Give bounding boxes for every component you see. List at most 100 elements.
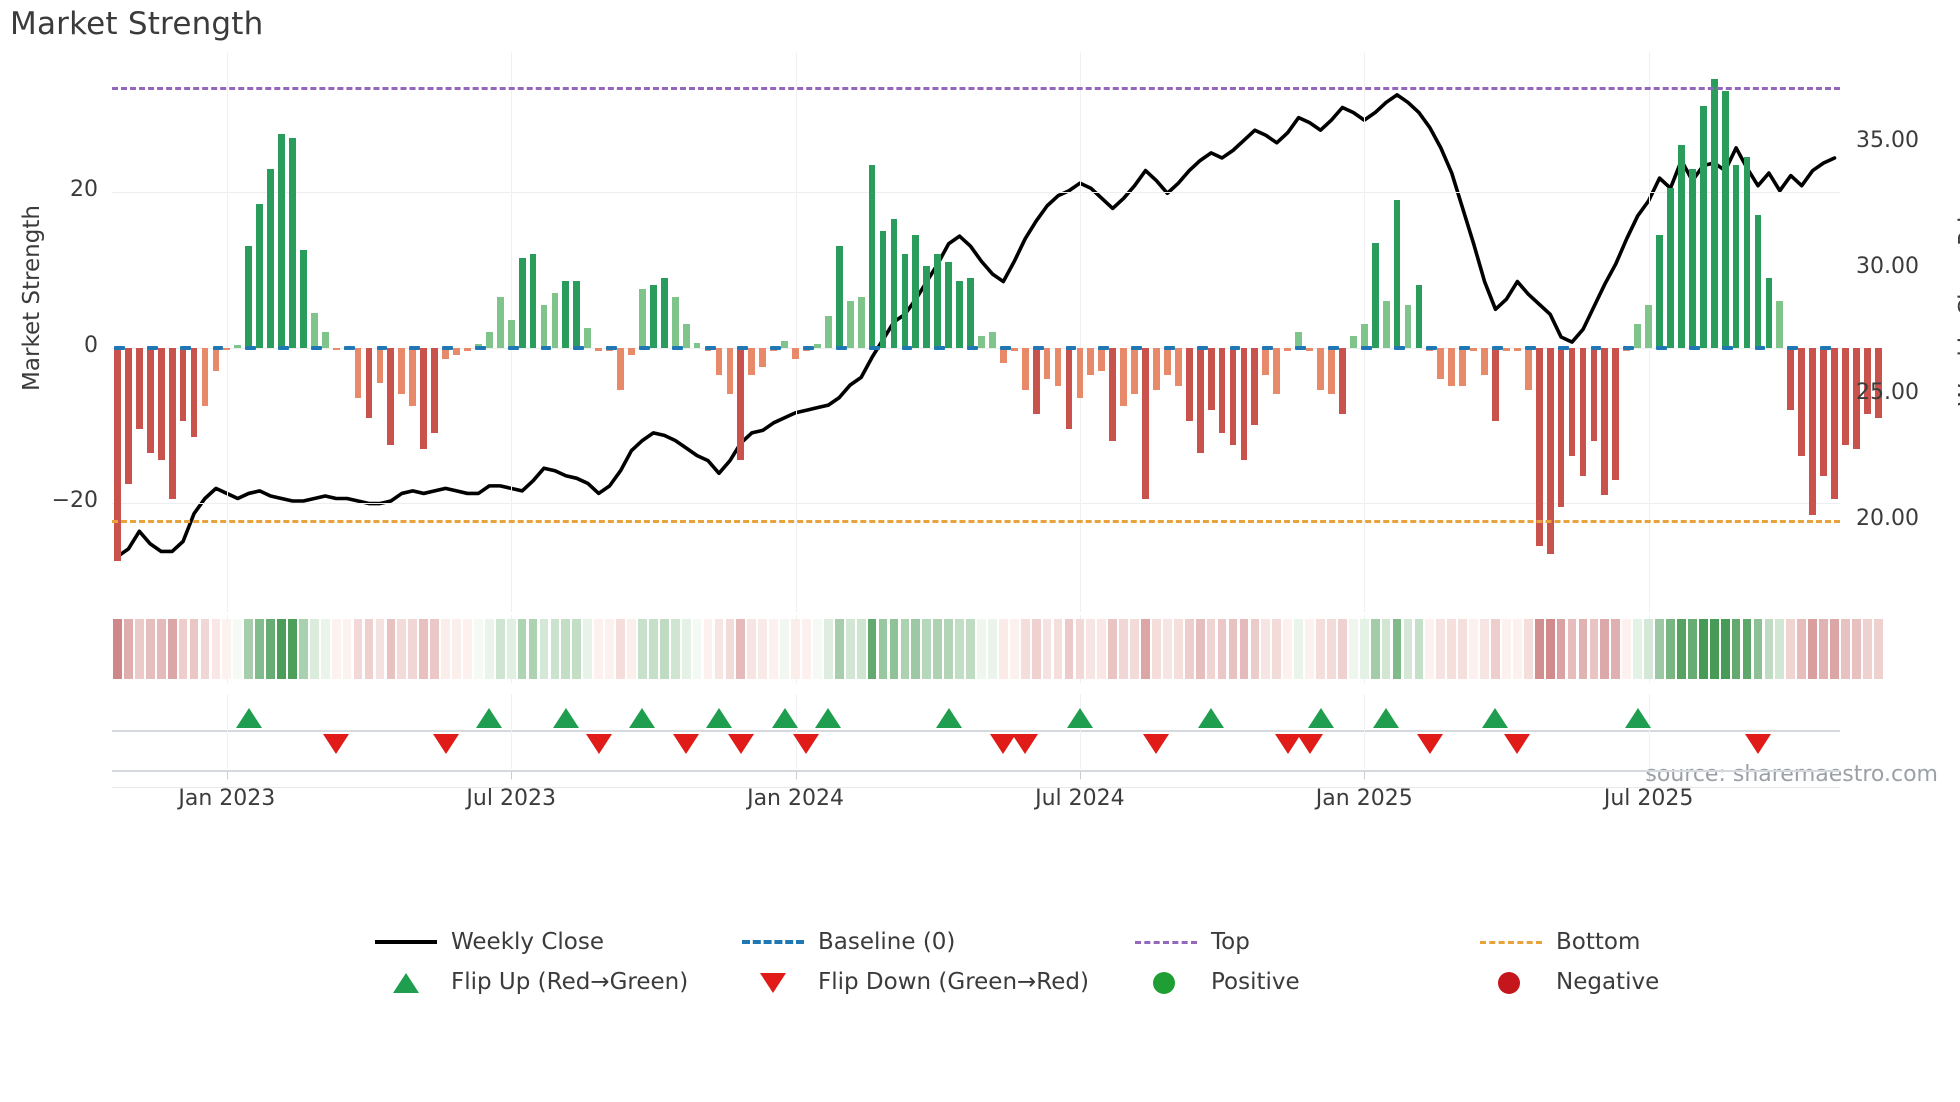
- baseline-segment: [639, 345, 650, 350]
- strength-bar: [1153, 347, 1160, 391]
- strength-bar: [956, 281, 963, 348]
- strength-bar: [1579, 347, 1587, 476]
- strength-bar: [912, 234, 920, 348]
- baseline-segment: [606, 345, 618, 350]
- x-axis-tick-mark: [795, 770, 797, 779]
- flip-up-marker-icon: [771, 708, 798, 728]
- strength-bar: [890, 219, 898, 348]
- heatmap-cell: [441, 619, 450, 679]
- legend-item[interactable]: Flip Down (Green→Red): [742, 965, 1089, 999]
- flip-down-marker-icon: [990, 734, 1017, 754]
- x-axis-tick-mark: [1648, 770, 1650, 779]
- y-axis-right-label: Weekly Close Price: [1955, 189, 1960, 407]
- heatmap-cell: [1720, 619, 1730, 679]
- heatmap-cell: [1523, 619, 1533, 679]
- x-axis-tick-label: Jul 2023: [466, 786, 556, 811]
- flip-down-marker-icon: [1504, 734, 1531, 754]
- strength-bar: [1360, 324, 1368, 348]
- heatmap-cell: [1830, 619, 1839, 679]
- heatmap-cell: [1338, 619, 1347, 679]
- gridline-vertical: [226, 52, 228, 612]
- heatmap-cell: [1578, 619, 1588, 679]
- strength-bar: [682, 324, 690, 348]
- strength-bar: [1142, 347, 1149, 500]
- legend-item[interactable]: Weekly Close: [375, 925, 604, 959]
- strength-bar: [792, 347, 799, 360]
- gridline-vertical: [1079, 52, 1081, 612]
- strength-bar: [1054, 347, 1062, 387]
- baseline-segment: [179, 345, 191, 350]
- legend-item[interactable]: Flip Up (Red→Green): [375, 965, 688, 999]
- x-axis-tick-label: Jul 2024: [1035, 786, 1125, 811]
- legend-item[interactable]: Top: [1135, 925, 1250, 959]
- strength-bar: [934, 254, 942, 348]
- heatmap-cell: [845, 619, 855, 679]
- heatmap-cell: [1403, 619, 1413, 679]
- heatmap-cell: [189, 619, 199, 679]
- strength-bar: [442, 347, 449, 360]
- x-axis-tick-label: Jan 2023: [178, 786, 276, 811]
- y-axis-right-tick: 35.00: [1856, 127, 1919, 153]
- bottom-reference-line: [112, 520, 1840, 524]
- strength-bar: [628, 347, 635, 356]
- flip-up-marker-icon: [1482, 708, 1509, 728]
- heatmap-cell: [725, 619, 735, 679]
- heatmap-cell: [1228, 619, 1238, 679]
- negative-dot-icon: [1480, 970, 1542, 994]
- heatmap-cell: [1534, 619, 1544, 679]
- strength-bar: [168, 347, 176, 500]
- legend-item[interactable]: Positive: [1135, 965, 1300, 999]
- heatmap-cell: [1567, 619, 1577, 679]
- strength-bar: [923, 265, 931, 348]
- strength-bar: [507, 320, 515, 348]
- strength-bar: [1251, 347, 1259, 426]
- heatmap-cell: [823, 619, 833, 679]
- legend-item-label: Flip Down (Green→Red): [818, 969, 1089, 995]
- strength-bar: [1448, 347, 1456, 387]
- heatmap-cell: [1195, 619, 1205, 679]
- heatmap-cell: [1031, 619, 1041, 679]
- strength-bar: [223, 347, 231, 350]
- heatmap-cell: [517, 619, 527, 679]
- legend-item[interactable]: Negative: [1480, 965, 1659, 999]
- strength-bar: [1820, 347, 1827, 476]
- legend-item[interactable]: Bottom: [1480, 925, 1640, 959]
- strength-bar: [1863, 347, 1871, 414]
- heatmap-cell: [911, 619, 921, 679]
- strength-bar: [1306, 347, 1313, 351]
- strength-bar: [354, 347, 362, 399]
- strength-bar: [945, 262, 953, 348]
- legend-item-label: Positive: [1211, 969, 1300, 995]
- baseline-segment: [1590, 345, 1602, 350]
- heatmap-cell: [1480, 619, 1489, 679]
- legend-item[interactable]: Baseline (0): [742, 925, 955, 959]
- heatmap-cell: [572, 619, 582, 679]
- flip-down-marker-icon: [1744, 734, 1771, 754]
- flip-up-marker-icon: [476, 708, 503, 728]
- y-axis-left-tick: −20: [51, 488, 98, 514]
- heatmap-cell: [1020, 619, 1030, 679]
- strength-bar: [1087, 347, 1095, 375]
- strength-bar: [409, 347, 417, 406]
- baseline-segment: [1065, 345, 1077, 350]
- heatmap-cell: [156, 619, 166, 679]
- strength-bar: [496, 297, 504, 348]
- heatmap-cell: [627, 619, 636, 679]
- strength-bar: [398, 347, 406, 395]
- baseline-segment: [1820, 345, 1832, 350]
- strength-bar: [529, 254, 537, 348]
- strength-bar: [1481, 347, 1488, 375]
- strength-bar: [639, 289, 646, 348]
- strength-bar: [1809, 347, 1817, 515]
- strength-bar: [1710, 79, 1718, 348]
- gridline-vertical: [1648, 694, 1650, 769]
- heatmap-cell: [1469, 619, 1478, 679]
- strength-bar: [267, 168, 274, 348]
- baseline-segment: [1229, 345, 1241, 350]
- baseline-segment: [1656, 345, 1667, 350]
- strength-bar: [1754, 215, 1762, 348]
- gridline-horizontal: [112, 503, 1840, 505]
- baseline-segment: [409, 345, 421, 350]
- strength-bar: [1765, 277, 1773, 348]
- strength-bar: [1382, 300, 1390, 348]
